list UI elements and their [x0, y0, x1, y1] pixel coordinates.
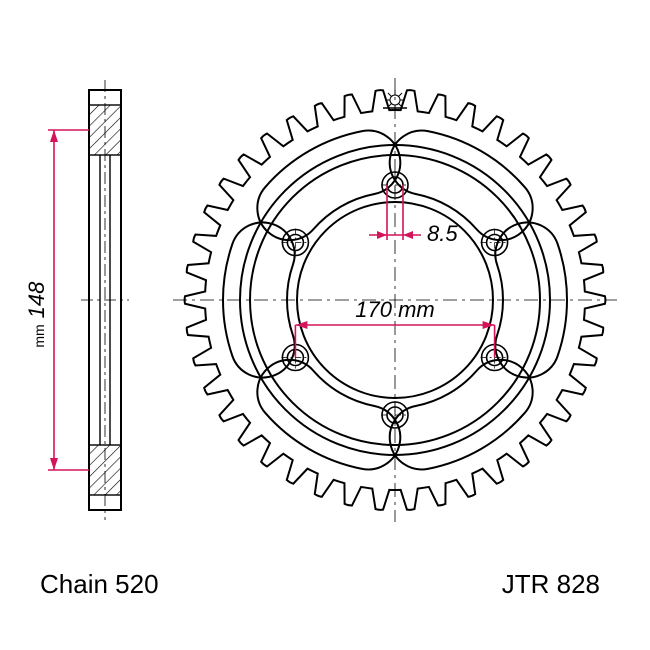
diagram-canvas: 148 mm 170 mm 8.5 Chain 520 JTR 828 — [0, 0, 650, 650]
chain-label: Chain 520 — [40, 569, 159, 600]
dim-148: 148 mm — [24, 130, 89, 470]
side-view — [81, 80, 129, 520]
svg-text:mm: mm — [31, 324, 47, 347]
svg-text:8.5: 8.5 — [427, 221, 458, 246]
svg-text:148: 148 — [24, 281, 49, 318]
model-label: JTR 828 — [502, 569, 600, 600]
svg-text:170 mm: 170 mm — [355, 297, 434, 322]
